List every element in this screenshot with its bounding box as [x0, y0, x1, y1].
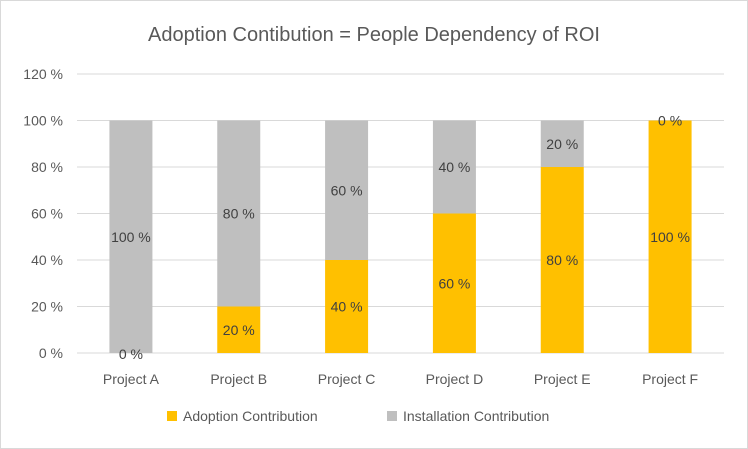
data-label: 80 %: [223, 206, 255, 222]
bar-segment-adoption: [648, 120, 692, 353]
y-axis-ticks: 0 % 20 % 40 % 60 % 80 % 100 % 120 %: [23, 66, 63, 361]
legend: Adoption Contribution Installation Contri…: [167, 408, 549, 424]
data-label: 80 %: [546, 252, 578, 268]
x-category-label: Project A: [103, 371, 160, 387]
y-tick-label: 40 %: [31, 252, 63, 268]
legend-label: Installation Contribution: [403, 408, 549, 424]
x-category-label: Project F: [642, 371, 698, 387]
y-tick-label: 60 %: [31, 206, 63, 222]
x-axis-categories: Project A Project B Project C Project D Proj…: [103, 371, 698, 387]
data-label: 100 %: [650, 229, 690, 245]
bar-segment-installation: [540, 120, 584, 167]
bar-segment-installation: [217, 120, 261, 307]
bar-segment-adoption: [432, 213, 476, 353]
x-category-label: Project C: [318, 371, 376, 387]
gridlines: [77, 73, 724, 354]
legend-swatch: [167, 411, 177, 421]
bar-segment-installation: [109, 120, 153, 353]
bar-segment-adoption: [540, 167, 584, 353]
legend-label: Adoption Contribution: [183, 408, 318, 424]
data-label: 20 %: [223, 322, 255, 338]
data-label: 20 %: [546, 136, 578, 152]
bar-segment-installation: [325, 120, 369, 260]
data-label: 40 %: [331, 299, 363, 315]
bar-segment-installation: [432, 120, 476, 214]
y-tick-label: 0 %: [39, 345, 63, 361]
data-label: 60 %: [331, 182, 363, 198]
data-label: 0 %: [658, 113, 682, 129]
y-tick-label: 80 %: [31, 159, 63, 175]
y-tick-label: 120 %: [23, 66, 63, 82]
x-category-label: Project B: [210, 371, 267, 387]
bar-segment-adoption: [217, 306, 261, 353]
data-label: 100 %: [111, 229, 151, 245]
bars: [109, 120, 692, 353]
data-label: 0 %: [119, 346, 143, 362]
x-category-label: Project D: [426, 371, 484, 387]
data-label: 40 %: [438, 159, 470, 175]
bar-segment-adoption: [325, 260, 369, 353]
data-labels: 0 % 100 % 20 % 80 % 40 % 60 % 60 % 40 % 80 % 20 %…: [111, 113, 690, 363]
y-tick-label: 100 %: [23, 113, 63, 129]
chart-title: Adoption Contibution = People Dependency…: [148, 24, 600, 46]
legend-swatch: [387, 411, 397, 421]
data-label: 60 %: [438, 275, 470, 291]
x-category-label: Project E: [534, 371, 591, 387]
y-tick-label: 20 %: [31, 299, 63, 315]
